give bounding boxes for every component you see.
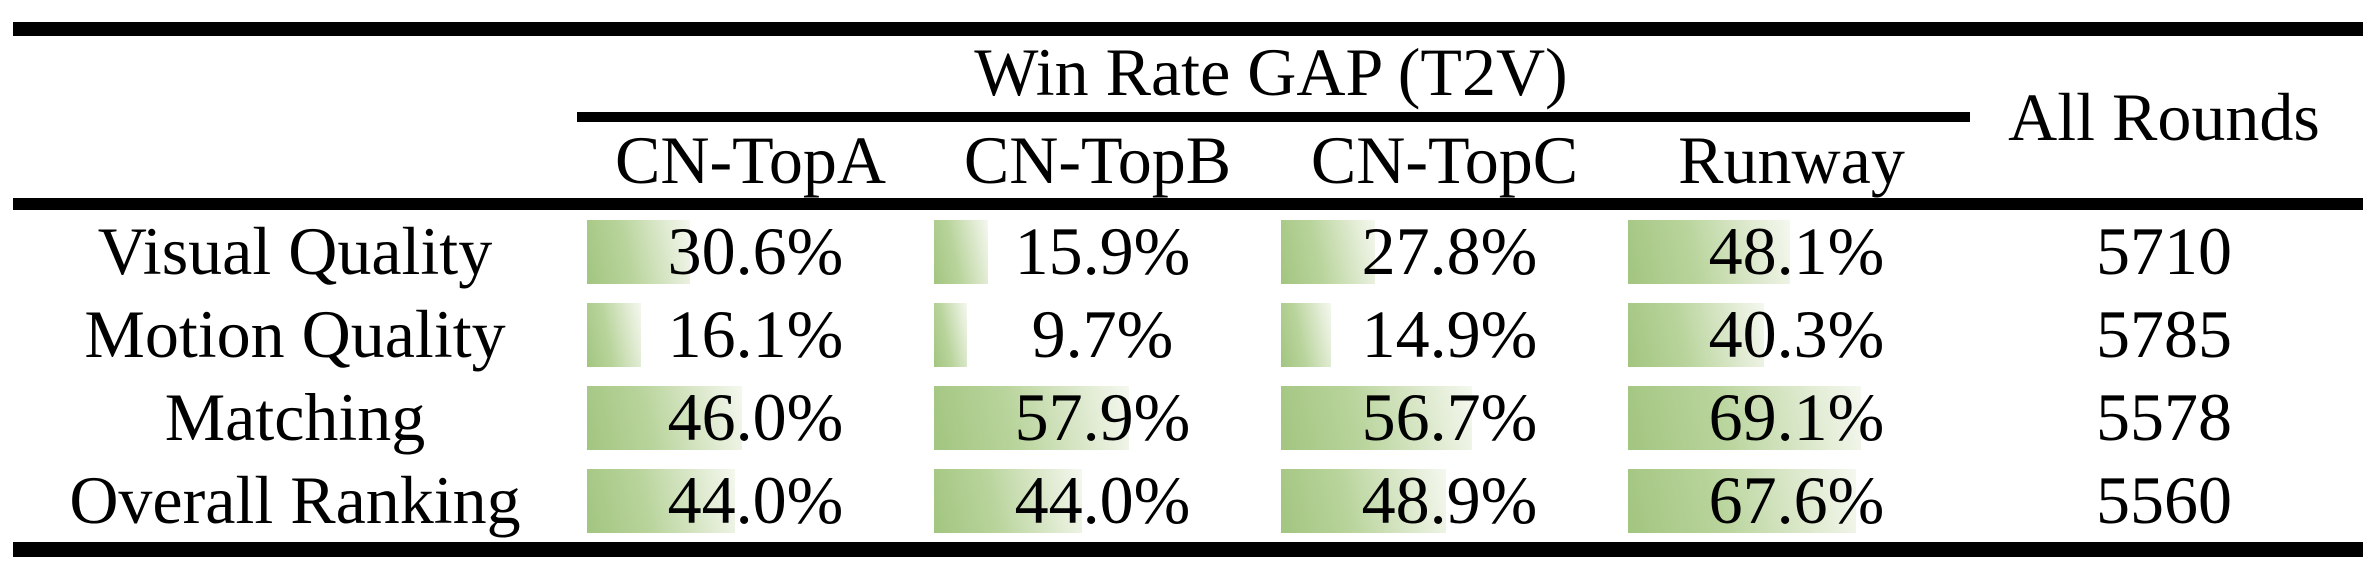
- all-rounds-value: 5785: [2096, 296, 2232, 372]
- row-label: Matching: [164, 379, 426, 455]
- table-row-matching: Matching 46.0% 57.9% 56.7% 69.1% 5578: [13, 376, 2363, 459]
- percent-value: 14.9%: [1361, 296, 1538, 372]
- all-rounds-value: 5710: [2096, 213, 2232, 289]
- column-headers: CN-TopA CN-TopB CN-TopC Runway: [577, 122, 1965, 198]
- table-row-overall-ranking: Overall Ranking 44.0% 44.0% 48.9% 67.6% …: [13, 459, 2363, 542]
- value-bar: [1281, 219, 1375, 284]
- group-header-underline: [577, 112, 1970, 122]
- table-row-visual-quality: Visual Quality 30.6% 15.9% 27.8% 48.1% 5…: [13, 210, 2363, 293]
- bar-track: [1281, 219, 1618, 284]
- top-rule: [13, 22, 2363, 36]
- value-bar: [587, 302, 642, 367]
- data-cell: 30.6%: [577, 210, 924, 293]
- data-cell: 27.8%: [1271, 210, 1618, 293]
- percent-value: 44.0%: [667, 462, 844, 538]
- value-bar: [1281, 302, 1332, 367]
- value-bar: [1628, 302, 1764, 367]
- percent-value: 40.3%: [1708, 296, 1885, 372]
- column-header-cn-topc: CN-TopC: [1310, 122, 1579, 198]
- value-bar: [587, 468, 736, 533]
- bar-track: [934, 219, 1271, 284]
- value-bar: [1281, 385, 1473, 450]
- bar-track: [587, 385, 924, 450]
- percent-value: 27.8%: [1361, 213, 1538, 289]
- percent-value: 48.1%: [1708, 213, 1885, 289]
- percent-value: 69.1%: [1708, 379, 1885, 455]
- value-bar: [934, 468, 1083, 533]
- data-cell: 15.9%: [924, 210, 1271, 293]
- bar-track: [587, 219, 924, 284]
- bar-track: [1628, 219, 1965, 284]
- column-header-cn-topa: CN-TopA: [614, 122, 886, 198]
- all-rounds-value: 5560: [2096, 462, 2232, 538]
- data-cell: 9.7%: [924, 293, 1271, 376]
- row-label: Visual Quality: [97, 213, 493, 289]
- bar-track: [1281, 302, 1618, 367]
- value-bar: [1628, 468, 1856, 533]
- value-bar: [1281, 468, 1446, 533]
- data-cell: 44.0%: [924, 459, 1271, 542]
- bar-track: [1628, 468, 1965, 533]
- all-rounds-value: 5578: [2096, 379, 2232, 455]
- data-cell: 16.1%: [577, 293, 924, 376]
- data-cell: 69.1%: [1618, 376, 1965, 459]
- data-cell: 67.6%: [1618, 459, 1965, 542]
- bar-track: [587, 468, 924, 533]
- percent-value: 57.9%: [1014, 379, 1191, 455]
- percent-value: 30.6%: [667, 213, 844, 289]
- value-bar: [934, 385, 1130, 450]
- bar-track: [934, 302, 1271, 367]
- percent-value: 16.1%: [667, 296, 844, 372]
- table-body: Visual Quality 30.6% 15.9% 27.8% 48.1% 5…: [13, 210, 2363, 542]
- bar-track: [1281, 385, 1618, 450]
- bottom-rule: [13, 542, 2363, 557]
- row-label: Motion Quality: [84, 296, 506, 372]
- value-bar: [934, 302, 967, 367]
- table-row-motion-quality: Motion Quality 16.1% 9.7% 14.9% 40.3% 57…: [13, 293, 2363, 376]
- data-cell: 48.9%: [1271, 459, 1618, 542]
- value-bar: [1628, 219, 1791, 284]
- bar-track: [934, 468, 1271, 533]
- percent-value: 67.6%: [1708, 462, 1885, 538]
- value-bar: [587, 385, 743, 450]
- data-cell: 56.7%: [1271, 376, 1618, 459]
- percent-value: 48.9%: [1361, 462, 1538, 538]
- data-cell: 44.0%: [577, 459, 924, 542]
- column-header-all-rounds: All Rounds: [2008, 78, 2320, 155]
- data-cell: 48.1%: [1618, 210, 1965, 293]
- bar-track: [934, 385, 1271, 450]
- percent-value: 44.0%: [1014, 462, 1191, 538]
- value-bar: [587, 219, 691, 284]
- bar-track: [1628, 302, 1965, 367]
- group-header: Win Rate GAP (T2V): [974, 33, 1568, 110]
- column-header-cn-topb: CN-TopB: [963, 122, 1232, 198]
- data-cell: 57.9%: [924, 376, 1271, 459]
- value-bar: [1628, 385, 1861, 450]
- percent-value: 15.9%: [1014, 213, 1191, 289]
- column-header-runway: Runway: [1678, 122, 1905, 198]
- data-cell: 40.3%: [1618, 293, 1965, 376]
- data-cell: 46.0%: [577, 376, 924, 459]
- bar-track: [587, 302, 924, 367]
- percent-value: 9.7%: [1031, 296, 1174, 372]
- row-label: Overall Ranking: [69, 462, 521, 538]
- bar-track: [1628, 385, 1965, 450]
- bar-track: [1281, 468, 1618, 533]
- header-body-rule: [13, 198, 2363, 210]
- value-bar: [934, 219, 988, 284]
- percent-value: 46.0%: [667, 379, 844, 455]
- percent-value: 56.7%: [1361, 379, 1538, 455]
- data-cell: 14.9%: [1271, 293, 1618, 376]
